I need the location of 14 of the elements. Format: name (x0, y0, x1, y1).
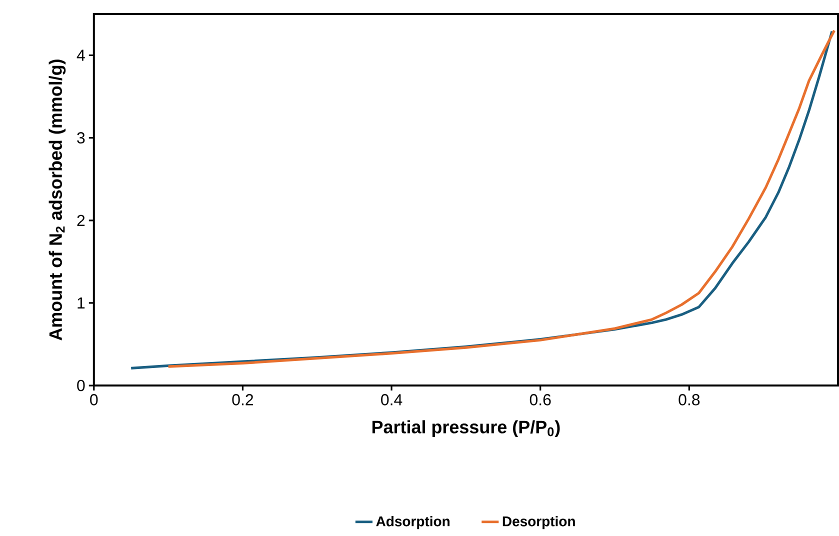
y-tick-label: 1 (78, 297, 85, 308)
y-axis-title: Amount of N$_{2}$ adsorbed (mmol/g) (48, 59, 66, 340)
y-tick-label: 0 (77, 380, 85, 392)
x-tick-label: 0.2 (232, 394, 254, 406)
y-tick-label: 4 (76, 50, 85, 61)
legend-label: Desorption (502, 516, 575, 529)
x-tick-label: 0.6 (530, 394, 551, 406)
x-tick-label: 0.4 (381, 394, 402, 406)
legend-label: Adsorption (376, 516, 450, 529)
x-axis-title: Partial pressure (P/P$_{0}$) (372, 420, 560, 437)
y-tick-label: 3 (77, 132, 85, 144)
x-tick-label: 0 (90, 394, 98, 406)
x-tick-label: 0.8 (678, 394, 700, 406)
y-tick-label: 2 (77, 214, 85, 226)
